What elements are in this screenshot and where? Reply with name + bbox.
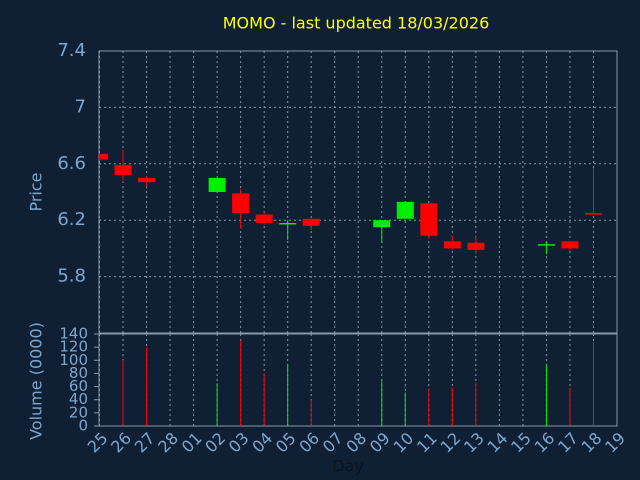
y2-tick-label: 60 (69, 377, 88, 395)
candle-body (208, 177, 226, 192)
candle-body (584, 213, 602, 215)
y2-tick-label: 100 (59, 351, 88, 369)
candle-body (467, 242, 485, 250)
candle-body (114, 165, 132, 176)
x-tick-label: 19 (601, 429, 629, 457)
candle-body (537, 244, 555, 246)
candles (99, 149, 602, 255)
candle-body (396, 201, 414, 219)
y2-tick-label: 80 (69, 364, 88, 382)
candle-body (255, 214, 273, 224)
candle-body (420, 203, 438, 236)
y-tick-label: 6.2 (57, 209, 86, 230)
y2-tick-label: 0 (78, 417, 88, 435)
y-axis-label: Price (27, 172, 46, 211)
candle-body (232, 193, 250, 214)
y2-tick-label: 40 (69, 390, 88, 408)
y2-axis-label: Volume (0000) (27, 322, 46, 440)
chart-title: MOMO - last updated 18/03/2026 (223, 14, 490, 33)
y2-tick-label: 120 (59, 338, 88, 356)
y-tick-label: 7.4 (57, 40, 86, 61)
candle-body (99, 153, 108, 160)
y-tick-label: 5.8 (57, 266, 86, 287)
candle-body (302, 218, 320, 226)
candle-body (373, 220, 391, 228)
candle-body (279, 223, 297, 225)
x-axis-label: Day (332, 457, 364, 476)
y2-tick-label: 20 (69, 403, 88, 421)
y2-tick-label: 140 (59, 325, 88, 343)
candle-body (561, 241, 579, 249)
y-tick-label: 6.6 (57, 153, 86, 174)
candle-body (138, 177, 156, 183)
y-tick-label: 7 (75, 96, 86, 117)
candle-body (443, 241, 461, 249)
